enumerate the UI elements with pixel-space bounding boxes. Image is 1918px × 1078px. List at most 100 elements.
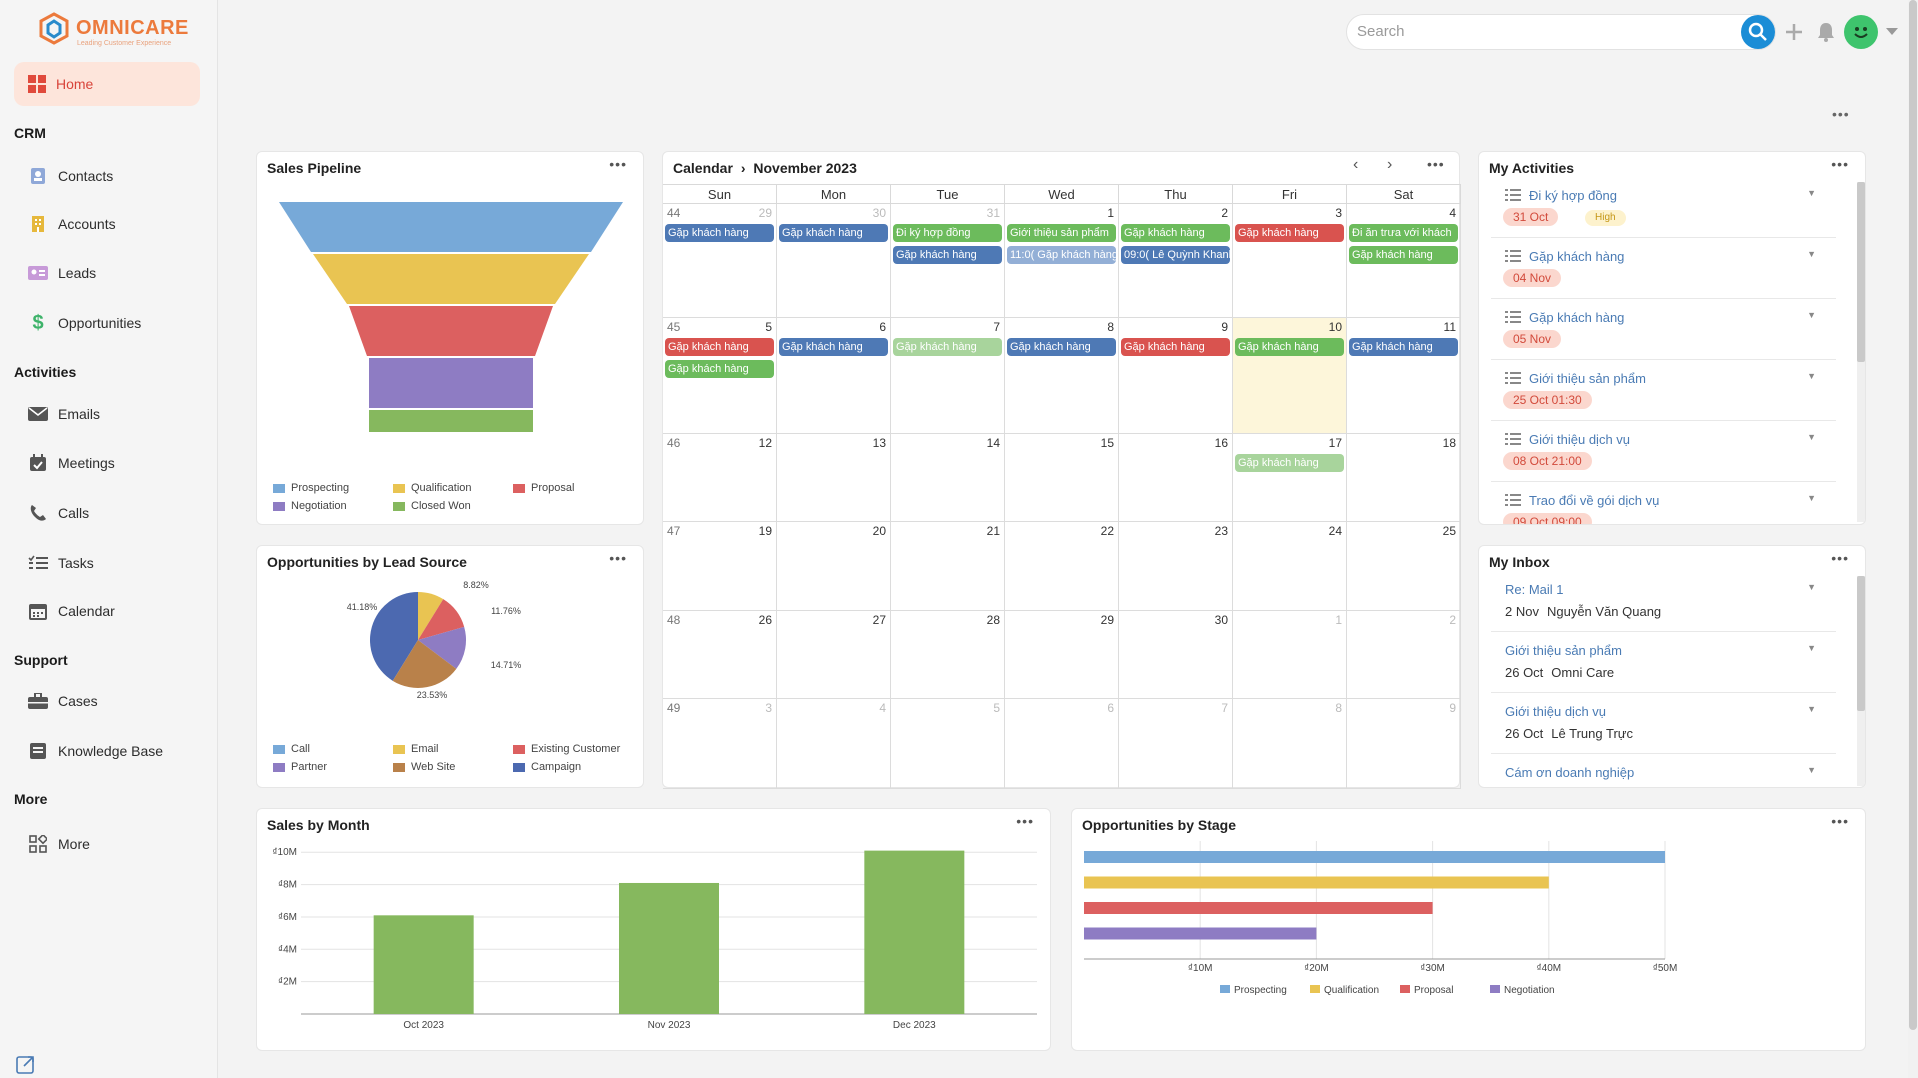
calendar-day-cell[interactable]: 21 bbox=[891, 522, 1005, 611]
calendar-day-cell[interactable]: 11 bbox=[1347, 318, 1461, 434]
mail-subject[interactable]: Giới thiệu sản phẩm bbox=[1505, 643, 1622, 658]
calendar-event[interactable]: Gặp khách hàng bbox=[1235, 454, 1344, 472]
chevron-down-icon[interactable]: ▼ bbox=[1807, 765, 1816, 775]
calendar-day-cell[interactable]: 5 bbox=[891, 699, 1005, 789]
calendar-day-cell[interactable]: 3 bbox=[1233, 204, 1347, 318]
user-avatar[interactable] bbox=[1844, 15, 1878, 49]
activity-title[interactable]: Đi ký hợp đồng bbox=[1529, 188, 1618, 203]
more-icon[interactable]: ••• bbox=[1831, 813, 1849, 829]
calendar-day-cell[interactable]: 18 bbox=[1347, 434, 1461, 522]
calendar-day-cell[interactable]: 17 bbox=[1233, 434, 1347, 522]
nav-emails[interactable]: Emails bbox=[28, 399, 100, 429]
calendar-day-cell[interactable]: 15 bbox=[1005, 434, 1119, 522]
calendar-event[interactable]: Gặp khách hàng bbox=[665, 360, 774, 378]
more-icon[interactable]: ••• bbox=[609, 156, 627, 172]
activity-title[interactable]: Giới thiệu sản phẩm bbox=[1529, 371, 1646, 386]
calendar-event[interactable]: Gặp khách hàng bbox=[893, 246, 1002, 264]
calendar-day-cell[interactable]: 4 bbox=[777, 699, 891, 789]
calendar-day-cell[interactable]: 6 bbox=[777, 318, 891, 434]
nav-leads[interactable]: Leads bbox=[28, 258, 96, 288]
calendar-day-cell[interactable]: 8 bbox=[1233, 699, 1347, 789]
activity-item[interactable]: Gặp khách hàng 05 Nov ▼ bbox=[1491, 300, 1836, 360]
more-icon[interactable]: ••• bbox=[1016, 813, 1034, 829]
calendar-day-cell[interactable]: 23 bbox=[1119, 522, 1233, 611]
calendar-day-cell[interactable]: 8 bbox=[1005, 318, 1119, 434]
calendar-day-cell[interactable]: 47 19 bbox=[663, 522, 777, 611]
prev-month-icon[interactable]: ‹ bbox=[1353, 156, 1359, 173]
chevron-down-icon[interactable]: ▼ bbox=[1807, 582, 1816, 592]
activity-item[interactable]: Giới thiệu dịch vụ 08 Oct 21:00 ▼ bbox=[1491, 422, 1836, 482]
mail-subject[interactable]: Giới thiệu dịch vụ bbox=[1505, 704, 1607, 719]
mail-subject[interactable]: Cám ơn doanh nghiệp bbox=[1505, 765, 1635, 780]
calendar-day-cell[interactable]: 27 bbox=[777, 611, 891, 699]
calendar-event[interactable]: Gặp khách hàng bbox=[1235, 338, 1344, 356]
chevron-down-icon[interactable]: ▼ bbox=[1807, 704, 1816, 714]
calendar-event[interactable]: Đi ăn trưa với khách bbox=[1349, 224, 1458, 242]
chevron-down-icon[interactable]: ▼ bbox=[1807, 249, 1816, 259]
nav-calls[interactable]: Calls bbox=[28, 498, 89, 528]
calendar-day-cell[interactable]: 9 bbox=[1347, 699, 1461, 789]
nav-opportunities[interactable]: $ Opportunities bbox=[28, 308, 141, 338]
inbox-scrollbar[interactable] bbox=[1857, 576, 1865, 786]
calendar-day-cell[interactable]: 30 bbox=[1119, 611, 1233, 699]
calendar-event[interactable]: Gặp khách hàng bbox=[779, 224, 888, 242]
calendar-event[interactable]: Gặp khách hàng bbox=[665, 224, 774, 242]
nav-accounts[interactable]: Accounts bbox=[28, 209, 116, 239]
chevron-down-icon[interactable]: ▼ bbox=[1807, 371, 1816, 381]
calendar-event[interactable]: Gặp khách hàng bbox=[779, 338, 888, 356]
mail-subject[interactable]: Re: Mail 1 bbox=[1505, 582, 1564, 597]
chevron-down-icon[interactable]: ▼ bbox=[1807, 432, 1816, 442]
calendar-event[interactable]: Gặp khách hàng bbox=[1349, 246, 1458, 264]
calendar-event[interactable]: Gặp khách hàng bbox=[1235, 224, 1344, 242]
chevron-down-icon[interactable]: ▼ bbox=[1807, 188, 1816, 198]
calendar-event[interactable]: Gặp khách hàng bbox=[1121, 224, 1230, 242]
page-more-icon[interactable]: ••• bbox=[1832, 106, 1850, 122]
calendar-event[interactable]: Đi ký hợp đồng bbox=[893, 224, 1002, 242]
calendar-day-cell[interactable]: 20 bbox=[777, 522, 891, 611]
calendar-day-cell[interactable]: 13 bbox=[777, 434, 891, 522]
calendar-day-cell[interactable]: 25 bbox=[1347, 522, 1461, 611]
nav-calendar[interactable]: Calendar bbox=[28, 596, 115, 626]
nav-contacts[interactable]: Contacts bbox=[28, 161, 113, 191]
calendar-day-cell[interactable]: 24 bbox=[1233, 522, 1347, 611]
calendar-event[interactable]: Gặp khách hàng bbox=[1007, 338, 1116, 356]
bell-icon[interactable] bbox=[1814, 20, 1838, 44]
chevron-down-icon[interactable] bbox=[1880, 20, 1904, 44]
calendar-event[interactable]: 09:0( Lê Quỳnh Khanh bbox=[1121, 246, 1230, 264]
calendar-day-cell[interactable]: 46 12 bbox=[663, 434, 777, 522]
activity-item[interactable]: Đi ký hợp đồng 31 Oct High ▼ bbox=[1491, 178, 1836, 238]
more-icon[interactable]: ••• bbox=[1427, 156, 1445, 172]
add-icon[interactable] bbox=[1782, 20, 1806, 44]
nav-tasks[interactable]: Tasks bbox=[28, 548, 94, 578]
calendar-day-cell[interactable]: 1 bbox=[1233, 611, 1347, 699]
chevron-down-icon[interactable]: ▼ bbox=[1807, 310, 1816, 320]
calendar-event[interactable]: Gặp khách hàng bbox=[1121, 338, 1230, 356]
calendar-day-cell[interactable]: 31 bbox=[891, 204, 1005, 318]
activity-title[interactable]: Gặp khách hàng bbox=[1529, 249, 1625, 264]
calendar-day-cell[interactable]: 2 bbox=[1347, 611, 1461, 699]
calendar-event[interactable]: Giới thiệu sản phẩm bbox=[1007, 224, 1116, 242]
calendar-day-cell[interactable]: 2 bbox=[1119, 204, 1233, 318]
nav-meetings[interactable]: Meetings bbox=[28, 448, 115, 478]
calendar-day-cell[interactable]: 48 26 bbox=[663, 611, 777, 699]
chevron-down-icon[interactable]: ▼ bbox=[1807, 493, 1816, 503]
calendar-day-cell[interactable]: 28 bbox=[891, 611, 1005, 699]
nav-more[interactable]: More bbox=[28, 829, 90, 859]
calendar-day-cell[interactable]: 30 bbox=[777, 204, 891, 318]
more-icon[interactable]: ••• bbox=[1831, 156, 1849, 172]
calendar-day-cell[interactable]: 44 29 bbox=[663, 204, 777, 318]
next-month-icon[interactable]: › bbox=[1387, 156, 1393, 173]
calendar-event[interactable]: Gặp khách hàng bbox=[665, 338, 774, 356]
calendar-event[interactable]: 11:0( Gặp khách hàng bbox=[1007, 246, 1116, 264]
calendar-day-cell[interactable]: 7 bbox=[891, 318, 1005, 434]
collapse-sidebar-icon[interactable] bbox=[16, 1054, 36, 1074]
calendar-event[interactable]: Gặp khách hàng bbox=[1349, 338, 1458, 356]
activity-item[interactable]: Giới thiệu sản phẩm 25 Oct 01:30 ▼ bbox=[1491, 361, 1836, 421]
calendar-day-cell[interactable]: 29 bbox=[1005, 611, 1119, 699]
calendar-day-cell[interactable]: 14 bbox=[891, 434, 1005, 522]
activity-item[interactable]: Trao đổi về gói dịch vụ 09 Oct 09:00 ▼ bbox=[1491, 483, 1836, 524]
chevron-down-icon[interactable]: ▼ bbox=[1807, 643, 1816, 653]
nav-home[interactable]: Home bbox=[14, 62, 200, 106]
activity-title[interactable]: Gặp khách hàng bbox=[1529, 310, 1625, 325]
calendar-day-cell[interactable]: 4 bbox=[1347, 204, 1461, 318]
